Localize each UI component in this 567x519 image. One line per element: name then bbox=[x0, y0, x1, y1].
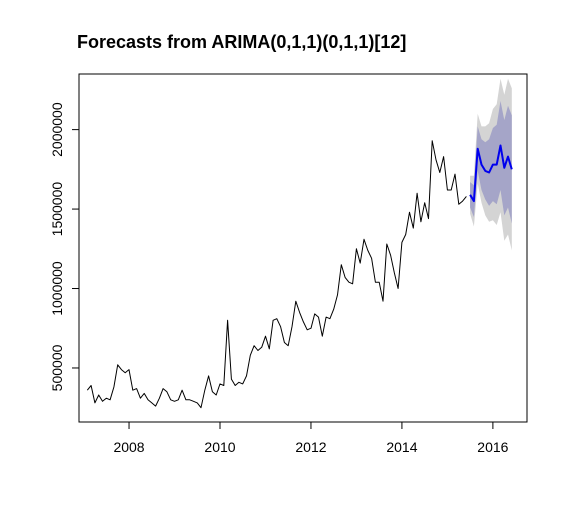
x-tick-label: 2008 bbox=[113, 439, 144, 455]
prediction-intervals bbox=[470, 78, 512, 251]
y-tick-label: 500000 bbox=[49, 344, 65, 391]
interval-80-band bbox=[470, 101, 512, 224]
forecast-series-line bbox=[469, 144, 513, 203]
y-tick-label: 2000000 bbox=[49, 102, 65, 157]
x-tick-label: 2016 bbox=[477, 439, 508, 455]
x-axis: 2008 2010 2012 2014 2016 bbox=[113, 421, 509, 455]
y-tick-label: 1000000 bbox=[49, 261, 65, 316]
chart-title: Forecasts from ARIMA(0,1,1)(0,1,1)[12] bbox=[77, 32, 406, 52]
x-tick-label: 2012 bbox=[295, 439, 326, 455]
x-tick-label: 2010 bbox=[204, 439, 235, 455]
x-tick-label: 2014 bbox=[386, 439, 417, 455]
series-lines bbox=[86, 140, 513, 409]
y-axis: 500000 1000000 1500000 2000000 bbox=[49, 102, 80, 391]
y-tick-label: 1500000 bbox=[49, 182, 65, 237]
plot-frame bbox=[78, 73, 528, 423]
observed-series-line bbox=[86, 140, 467, 409]
